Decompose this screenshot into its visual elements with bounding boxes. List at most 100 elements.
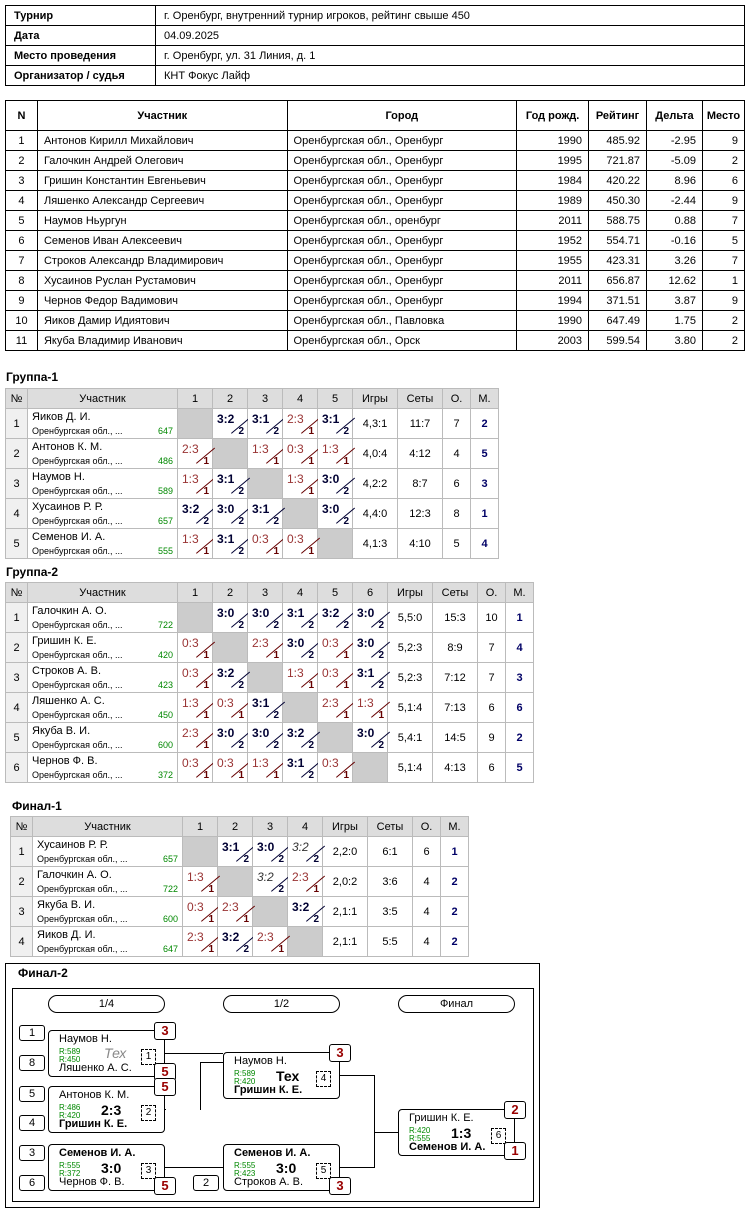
match-points: 1 — [343, 456, 349, 467]
group-header-row: № Участник 1 2 3 4 5 6 Игры Сеты О. М. — [5, 582, 534, 603]
column-header: № — [5, 388, 28, 409]
match-points: 1 — [313, 884, 319, 895]
stat-games: 4,0:4 — [352, 438, 398, 469]
player-cell: Галочкин А. О. Оренбургская обл., ... 722 — [27, 602, 178, 633]
table-cell: Антонов Кирилл Михайлович — [36, 130, 288, 151]
match-score: 1:3 — [187, 870, 204, 884]
column-header: № — [10, 816, 33, 837]
group-table: № Участник 1 2 3 4 5 6 Игры Сеты О. М. 1 Галочкин А. … — [5, 582, 534, 783]
table-cell: 599.54 — [588, 330, 648, 351]
place-cell: 4 — [505, 632, 534, 663]
match-score: 2:3 — [222, 900, 239, 914]
match-points: 1 — [378, 710, 384, 721]
table-cell: 1952 — [516, 230, 590, 251]
player1-name: Наумов Н. — [59, 1033, 112, 1045]
stat-games: 5,1:4 — [387, 752, 433, 783]
table-cell: 2011 — [516, 210, 590, 231]
row-number: 4 — [5, 692, 28, 723]
column-header: 3 — [247, 388, 283, 409]
match-points: 1 — [203, 710, 209, 721]
self-cell — [247, 662, 283, 693]
match-points: 2 — [343, 426, 349, 437]
match-result: 0:3 1 — [182, 896, 221, 927]
place-cell: 1 — [470, 498, 499, 529]
match-result: 3:2 2 — [252, 866, 291, 897]
table-cell: 2 — [701, 310, 746, 331]
self-cell — [282, 498, 318, 529]
place-cell: 4 — [470, 528, 499, 559]
row-number: 3 — [5, 468, 28, 499]
column-header: Участник — [32, 816, 183, 837]
self-cell — [182, 836, 218, 867]
seed-number: 2 — [193, 1175, 219, 1191]
match-points: 1 — [273, 770, 279, 781]
player2-rating: R:420 — [59, 1111, 81, 1120]
player1-rating: R:420 — [409, 1126, 431, 1135]
match-score: 3:0 — [357, 726, 375, 740]
match-points: 2 — [378, 620, 384, 631]
table-cell: Оренбургская обл., Оренбург — [286, 170, 518, 191]
match-result: 0:3 1 — [177, 632, 216, 663]
column-header: 2 — [212, 388, 248, 409]
column-header: 6 — [352, 582, 388, 603]
match-points: 1 — [203, 486, 209, 497]
match-result: 0:3 1 — [247, 528, 286, 559]
player-name: Якуба В. И. — [32, 725, 91, 737]
stat-sets: 15:3 — [432, 602, 478, 633]
match-points: 2 — [378, 740, 384, 751]
match-points: 1 — [238, 770, 244, 781]
player-cell: Строков А. В. Оренбургская обл., ... 423 — [27, 662, 178, 693]
match-score: 3:1 — [287, 606, 305, 620]
table-row: 3 Гришин Константин Евгеньевич Оренбургска… — [5, 170, 746, 191]
table-cell: Оренбургская обл., Оренбург — [286, 230, 518, 251]
match-score: 3:0 — [217, 502, 235, 516]
match-score: 3:1 — [252, 502, 270, 516]
stat-o: 7 — [477, 662, 506, 693]
column-header: Участник — [27, 582, 178, 603]
player2-rating: R:450 — [59, 1055, 81, 1064]
row-number: 4 — [10, 926, 33, 957]
row-number: 6 — [5, 752, 28, 783]
bracket-line — [374, 1132, 398, 1133]
table-cell: Яиков Дамир Идиятович — [36, 310, 288, 331]
stat-games: 5,2:3 — [387, 632, 433, 663]
match-result: 3:1 2 — [247, 408, 286, 439]
match-score: 2:3 — [101, 1102, 122, 1118]
player-name: Галочкин А. О. — [37, 869, 112, 881]
row-number: 4 — [5, 498, 28, 529]
table-cell: 1990 — [516, 130, 590, 151]
table-cell: Гришин Константин Евгеньевич — [36, 170, 288, 191]
match-result: 3:1 2 — [217, 836, 256, 867]
player-cell: Яиков Д. И. Оренбургская обл., ... 647 — [32, 926, 183, 957]
match-score: 3:2 — [292, 840, 309, 854]
group-title: Группа-2 — [6, 565, 59, 579]
match-result: 3:2 2 — [212, 408, 251, 439]
player1-rating: R:555 — [234, 1161, 256, 1170]
player-rating: 722 — [162, 884, 178, 894]
match-result: 1:3 1 — [247, 752, 286, 783]
place-cell: 2 — [440, 866, 469, 897]
match-score: 3:2 — [257, 870, 274, 884]
column-header: № — [5, 582, 28, 603]
table-cell: 647.49 — [588, 310, 648, 331]
match-result: 3:1 2 — [247, 498, 286, 529]
table-row: 8 Хусаинов Руслан Рустамович Оренбургская … — [5, 270, 746, 291]
match-score: 2:3 — [322, 696, 339, 710]
table-row: 3 Якуба В. И. Оренбургская обл., ... 600 0:3… — [10, 896, 469, 927]
player-cell: Галочкин А. О. Оренбургская обл., ... 722 — [32, 866, 183, 897]
info-key: Место проведения — [5, 45, 156, 66]
table-row: 1 Галочкин А. О. Оренбургская обл., ... 722… — [5, 602, 534, 633]
seed-number: 1 — [19, 1025, 45, 1041]
player-city: Оренбургская обл., ... — [32, 456, 123, 466]
table-cell: Чернов Федор Вадимович — [36, 290, 288, 311]
player-cell: Наумов Н. Оренбургская обл., ... 589 — [27, 468, 178, 499]
match-points: 2 — [273, 710, 279, 721]
column-header: М. — [470, 388, 499, 409]
stat-sets: 6:1 — [367, 836, 413, 867]
table-row: 3 Строков А. В. Оренбургская обл., ... 423 0… — [5, 662, 534, 693]
player-cell: Яиков Д. И. Оренбургская обл., ... 647 — [27, 408, 178, 439]
player-name: Хусаинов Р. Р. — [32, 501, 104, 513]
match-score: 2:3 — [257, 930, 274, 944]
stat-o: 6 — [477, 752, 506, 783]
player-cell: Якуба В. И. Оренбургская обл., ... 600 — [27, 722, 178, 753]
